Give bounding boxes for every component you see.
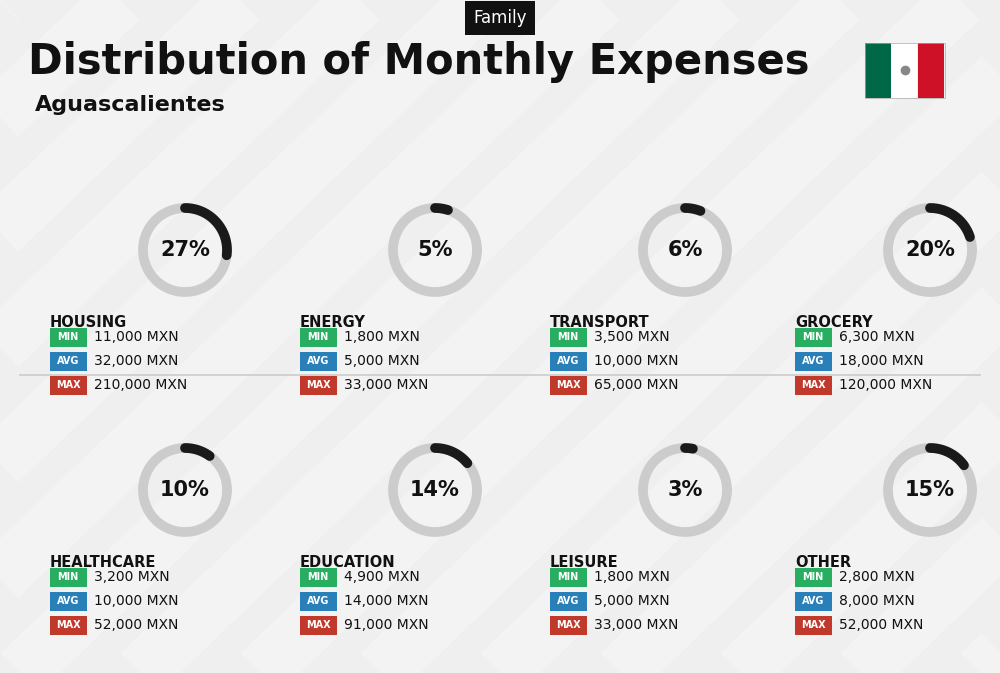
FancyBboxPatch shape [550, 592, 586, 610]
Text: 8,000 MXN: 8,000 MXN [839, 594, 915, 608]
Text: MIN: MIN [802, 332, 824, 342]
Text: HEALTHCARE: HEALTHCARE [50, 555, 156, 570]
Text: MAX: MAX [556, 380, 580, 390]
Text: AVG: AVG [57, 596, 79, 606]
Text: GROCERY: GROCERY [795, 315, 873, 330]
Text: AVG: AVG [307, 356, 329, 366]
Text: TRANSPORT: TRANSPORT [550, 315, 650, 330]
Text: 33,000 MXN: 33,000 MXN [594, 618, 678, 632]
Text: OTHER: OTHER [795, 555, 851, 570]
Text: MAX: MAX [801, 380, 825, 390]
FancyBboxPatch shape [550, 616, 586, 635]
FancyBboxPatch shape [794, 376, 832, 394]
Text: AVG: AVG [307, 596, 329, 606]
Text: MIN: MIN [57, 332, 79, 342]
FancyBboxPatch shape [865, 43, 891, 98]
Text: 33,000 MXN: 33,000 MXN [344, 378, 428, 392]
FancyBboxPatch shape [891, 43, 917, 98]
Text: 91,000 MXN: 91,000 MXN [344, 618, 429, 632]
Text: 3,500 MXN: 3,500 MXN [594, 330, 670, 344]
FancyBboxPatch shape [50, 616, 87, 635]
Text: 18,000 MXN: 18,000 MXN [839, 354, 924, 368]
Text: 20%: 20% [905, 240, 955, 260]
FancyBboxPatch shape [300, 351, 336, 371]
FancyBboxPatch shape [794, 567, 832, 586]
Text: 5,000 MXN: 5,000 MXN [594, 594, 670, 608]
Text: 3,200 MXN: 3,200 MXN [94, 570, 170, 584]
Text: AVG: AVG [557, 596, 579, 606]
FancyBboxPatch shape [550, 567, 586, 586]
Text: ENERGY: ENERGY [300, 315, 366, 330]
FancyBboxPatch shape [50, 376, 87, 394]
Text: 14,000 MXN: 14,000 MXN [344, 594, 428, 608]
FancyBboxPatch shape [50, 567, 87, 586]
FancyBboxPatch shape [50, 328, 87, 347]
Text: LEISURE: LEISURE [550, 555, 619, 570]
Text: 3%: 3% [667, 480, 703, 500]
Text: MIN: MIN [307, 572, 329, 582]
Text: MIN: MIN [307, 332, 329, 342]
Text: 5%: 5% [417, 240, 453, 260]
Text: MAX: MAX [801, 620, 825, 630]
Text: Distribution of Monthly Expenses: Distribution of Monthly Expenses [28, 41, 810, 83]
Text: Family: Family [473, 9, 527, 27]
Text: MAX: MAX [556, 620, 580, 630]
Text: 5,000 MXN: 5,000 MXN [344, 354, 420, 368]
Text: MAX: MAX [56, 380, 80, 390]
Text: AVG: AVG [802, 356, 824, 366]
FancyBboxPatch shape [50, 592, 87, 610]
FancyBboxPatch shape [550, 376, 586, 394]
FancyBboxPatch shape [300, 376, 336, 394]
Text: MIN: MIN [57, 572, 79, 582]
Text: AVG: AVG [557, 356, 579, 366]
Text: Aguascalientes: Aguascalientes [35, 95, 226, 115]
Text: 14%: 14% [410, 480, 460, 500]
Text: 6%: 6% [667, 240, 703, 260]
FancyBboxPatch shape [300, 328, 336, 347]
Text: 52,000 MXN: 52,000 MXN [839, 618, 923, 632]
Text: MIN: MIN [802, 572, 824, 582]
Text: 6,300 MXN: 6,300 MXN [839, 330, 915, 344]
FancyBboxPatch shape [918, 43, 944, 98]
Text: MAX: MAX [306, 380, 330, 390]
Text: 210,000 MXN: 210,000 MXN [94, 378, 187, 392]
Text: 1,800 MXN: 1,800 MXN [594, 570, 670, 584]
FancyBboxPatch shape [794, 616, 832, 635]
Text: MIN: MIN [557, 332, 579, 342]
Text: HOUSING: HOUSING [50, 315, 127, 330]
Text: 10,000 MXN: 10,000 MXN [94, 594, 178, 608]
Text: 11,000 MXN: 11,000 MXN [94, 330, 179, 344]
Text: 65,000 MXN: 65,000 MXN [594, 378, 678, 392]
Text: 120,000 MXN: 120,000 MXN [839, 378, 932, 392]
FancyBboxPatch shape [300, 567, 336, 586]
Text: EDUCATION: EDUCATION [300, 555, 396, 570]
FancyBboxPatch shape [300, 592, 336, 610]
FancyBboxPatch shape [794, 351, 832, 371]
Text: 10%: 10% [160, 480, 210, 500]
FancyBboxPatch shape [550, 328, 586, 347]
Text: 4,900 MXN: 4,900 MXN [344, 570, 420, 584]
Text: AVG: AVG [802, 596, 824, 606]
FancyBboxPatch shape [50, 351, 87, 371]
FancyBboxPatch shape [794, 328, 832, 347]
FancyBboxPatch shape [550, 351, 586, 371]
Text: 2,800 MXN: 2,800 MXN [839, 570, 915, 584]
Text: MAX: MAX [56, 620, 80, 630]
Text: 27%: 27% [160, 240, 210, 260]
Text: AVG: AVG [57, 356, 79, 366]
Text: 1,800 MXN: 1,800 MXN [344, 330, 420, 344]
Text: MIN: MIN [557, 572, 579, 582]
FancyBboxPatch shape [794, 592, 832, 610]
Text: 15%: 15% [905, 480, 955, 500]
Text: 32,000 MXN: 32,000 MXN [94, 354, 178, 368]
Text: MAX: MAX [306, 620, 330, 630]
Text: 10,000 MXN: 10,000 MXN [594, 354, 678, 368]
Text: 52,000 MXN: 52,000 MXN [94, 618, 178, 632]
FancyBboxPatch shape [300, 616, 336, 635]
